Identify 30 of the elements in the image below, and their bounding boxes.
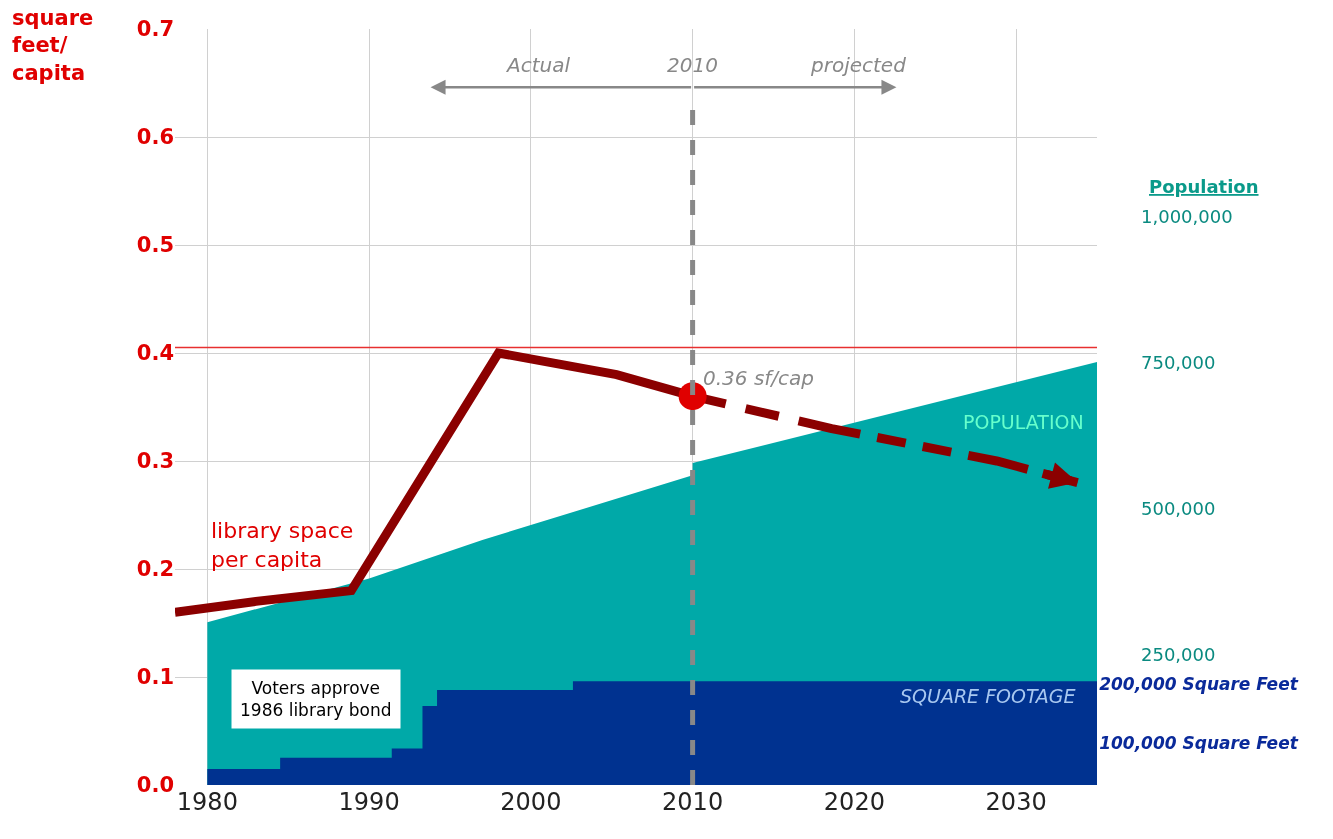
y-tick-label: 0.6 bbox=[136, 125, 174, 150]
x-tick-label: 1980 bbox=[176, 788, 238, 816]
y2-axis-title: Population bbox=[1149, 176, 1259, 197]
annotation: Actual bbox=[505, 53, 571, 77]
x-tick-label: 1990 bbox=[338, 788, 400, 816]
x-tick-label: 2000 bbox=[500, 788, 562, 816]
y-tick-label: 0.5 bbox=[136, 233, 174, 258]
y2-tick-label: 250,000 bbox=[1141, 643, 1216, 665]
y3-tick-label: 200,000 Square Feet bbox=[1099, 674, 1299, 695]
x-tick-label: 2030 bbox=[985, 788, 1047, 816]
annotation: projected bbox=[810, 53, 907, 77]
y2-tick-label: 500,000 bbox=[1141, 497, 1216, 519]
annotation: 0.36 sf/cap bbox=[703, 366, 815, 390]
annotation: Voters approve 1986 library bond bbox=[240, 678, 392, 721]
x-tick-label: 2010 bbox=[662, 788, 724, 816]
y-tick-label: 0.7 bbox=[136, 17, 174, 42]
series-label: SQUARE FOOTAGE bbox=[900, 685, 1076, 707]
series-label: POPULATION bbox=[963, 411, 1084, 433]
y-tick-label: 0.3 bbox=[136, 449, 174, 474]
y3-tick-label: 100,000 Square Feet bbox=[1099, 733, 1299, 754]
y-tick-label: 0.2 bbox=[136, 557, 174, 582]
y2-tick-label: 750,000 bbox=[1141, 351, 1216, 373]
annotation: 2010 bbox=[667, 53, 718, 77]
y2-tick-label: 1,000,000 bbox=[1141, 206, 1233, 228]
y-axis-title: square feet/ capita bbox=[12, 6, 94, 85]
y-tick-label: 0.0 bbox=[136, 773, 174, 798]
x-tick-label: 2020 bbox=[823, 788, 885, 816]
y-tick-label: 0.4 bbox=[136, 341, 174, 366]
series-label: library space per capita bbox=[211, 518, 354, 572]
y-tick-label: 0.1 bbox=[136, 665, 174, 690]
